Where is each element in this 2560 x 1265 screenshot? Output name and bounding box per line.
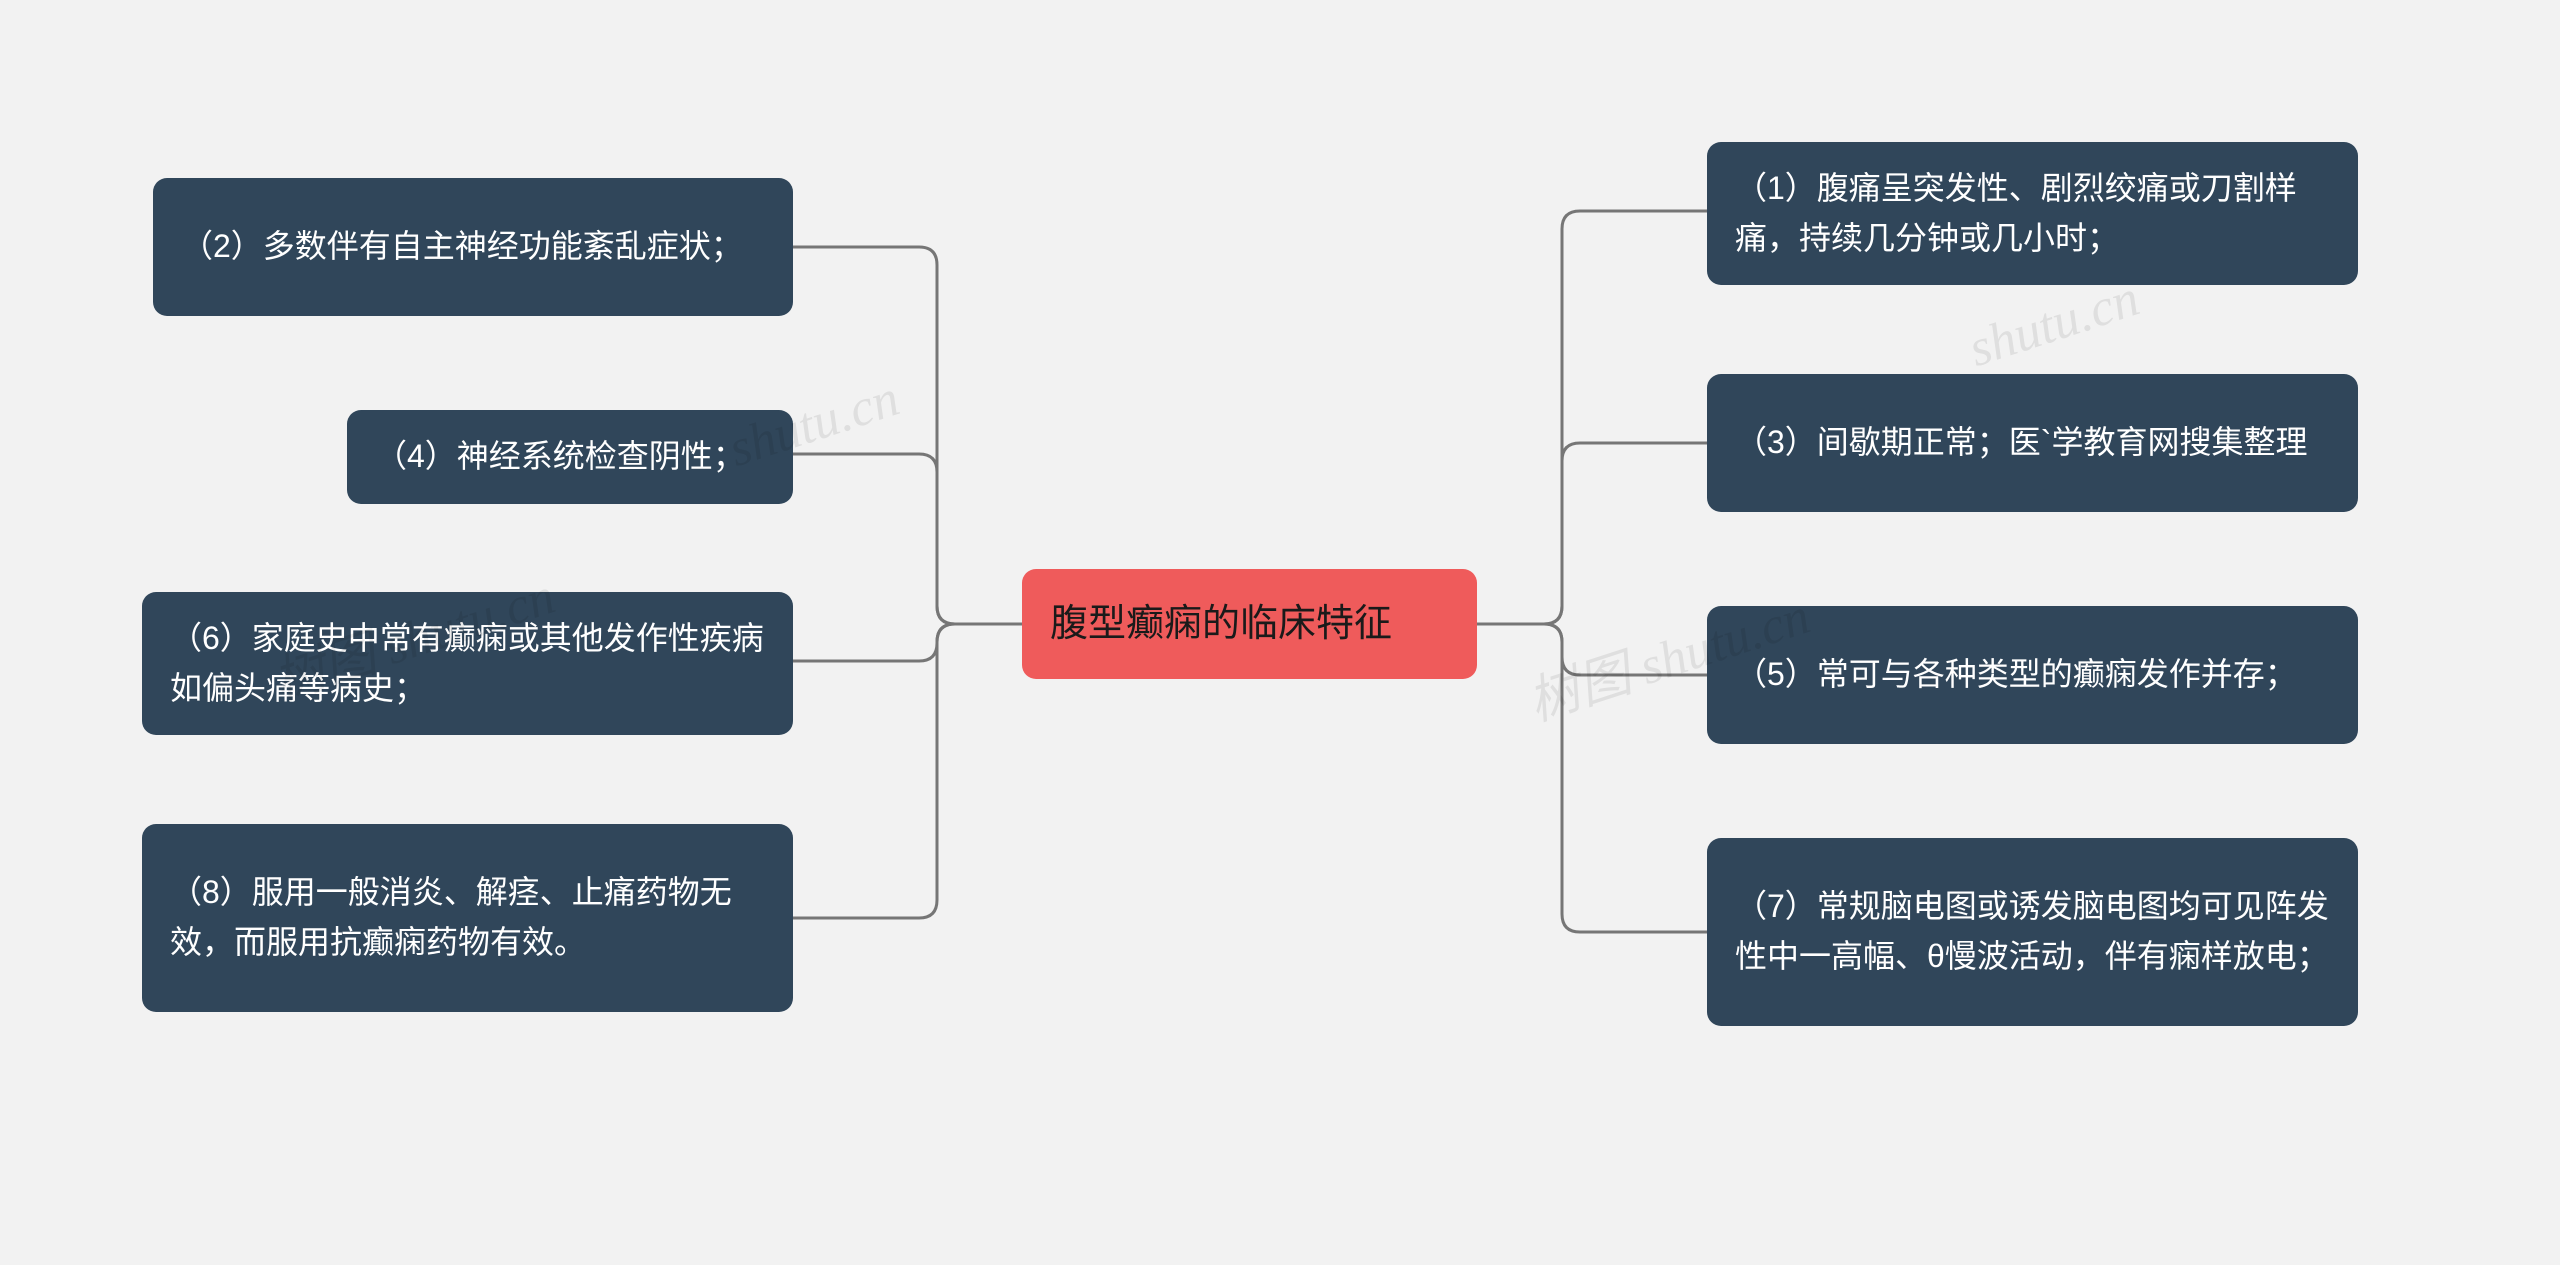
right-node-1-label: （3）间歇期正常；医`学教育网搜集整理 [1735,418,2307,468]
right-node-2-label: （5）常可与各种类型的癫痫发作并存； [1735,650,2297,700]
right-node-2: （5）常可与各种类型的癫痫发作并存； [1707,606,2358,744]
left-node-3-label: （8）服用一般消炎、解痉、止痛药物无效，而服用抗癫痫药物有效。 [170,868,765,967]
connector [1477,443,1707,624]
center-node-label: 腹型癫痫的临床特征 [1050,595,1392,654]
connector [793,624,1022,918]
left-node-1: （4）神经系统检查阴性； [347,410,793,504]
right-node-0: （1）腹痛呈突发性、剧烈绞痛或刀割样痛，持续几分钟或几小时； [1707,142,2358,285]
left-node-3: （8）服用一般消炎、解痉、止痛药物无效，而服用抗癫痫药物有效。 [142,824,793,1012]
connector [1477,624,1707,932]
right-node-3: （7）常规脑电图或诱发脑电图均可见阵发性中一高幅、θ慢波活动，伴有痫样放电； [1707,838,2358,1026]
left-node-0-label: （2）多数伴有自主神经功能紊乱症状； [181,222,743,272]
watermark-3: shutu.cn [1962,269,2146,379]
left-node-0: （2）多数伴有自主神经功能紊乱症状； [153,178,793,316]
right-node-0-label: （1）腹痛呈突发性、剧烈绞痛或刀割样痛，持续几分钟或几小时； [1735,164,2330,263]
connector [793,247,1022,624]
connector [793,624,1022,661]
left-node-2-label: （6）家庭史中常有癫痫或其他发作性疾病如偏头痛等病史； [170,614,765,713]
right-node-3-label: （7）常规脑电图或诱发脑电图均可见阵发性中一高幅、θ慢波活动，伴有痫样放电； [1735,882,2330,981]
right-node-1: （3）间歇期正常；医`学教育网搜集整理 [1707,374,2358,512]
left-node-1-label: （4）神经系统检查阴性； [375,432,745,482]
connector [1477,624,1707,675]
left-node-2: （6）家庭史中常有癫痫或其他发作性疾病如偏头痛等病史； [142,592,793,735]
connector [793,454,1022,624]
center-node: 腹型癫痫的临床特征 [1022,569,1477,679]
connector [1477,211,1707,624]
